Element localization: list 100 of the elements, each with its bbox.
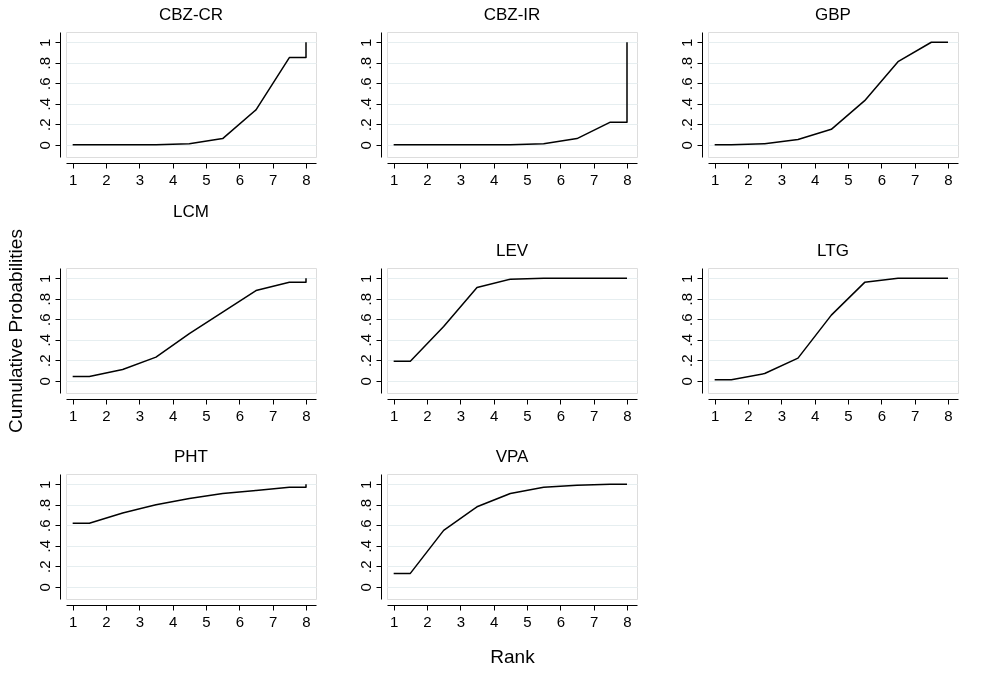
x-tick-label: 2 (744, 406, 753, 424)
y-tick-label: .4 (356, 333, 374, 347)
y-tick-label: .4 (677, 97, 695, 111)
x-tick-label: 3 (135, 406, 145, 424)
y-tick-label: .6 (677, 77, 695, 90)
x-tick-label: 8 (944, 170, 953, 188)
x-tick-label: 4 (489, 612, 499, 630)
x-tick-label: 2 (423, 406, 432, 424)
y-tick-label: .6 (356, 313, 374, 326)
y-tick-label: 1 (677, 274, 695, 283)
y-tick-label: .2 (356, 118, 374, 131)
x-tick-label: 1 (389, 406, 399, 424)
x-tick-label: 4 (810, 406, 820, 424)
y-tick-label: .6 (677, 313, 695, 326)
x-tick-label: 4 (810, 170, 820, 188)
chart-title: LEV (495, 241, 529, 260)
x-tick-label: 4 (168, 406, 178, 424)
y-tick-label: .6 (356, 519, 374, 532)
chart-title: GBP (815, 5, 851, 24)
y-tick-label: .8 (35, 498, 53, 512)
y-tick-label: 1 (356, 274, 374, 283)
x-tick-label: 8 (623, 406, 632, 424)
y-tick-label: 1 (356, 38, 374, 47)
x-tick-label: 6 (877, 170, 887, 188)
x-tick-label: 5 (844, 406, 853, 424)
x-tick-label: 2 (102, 170, 111, 188)
x-tick-label: 6 (556, 612, 566, 630)
x-tick-label: 5 (523, 170, 532, 188)
y-tick-label: 0 (356, 377, 374, 386)
x-axis-title: Rank (490, 645, 536, 667)
x-tick-label: 4 (489, 170, 499, 188)
x-tick-label: 3 (777, 170, 787, 188)
x-tick-label: 6 (556, 170, 566, 188)
y-tick-label: 0 (356, 583, 374, 592)
y-tick-label: .2 (677, 354, 695, 367)
x-tick-label: 7 (268, 406, 278, 424)
x-tick-label: 4 (168, 612, 178, 630)
x-tick-label: 8 (302, 612, 311, 630)
chart-title: PHT (174, 447, 208, 466)
y-tick-label: .8 (677, 56, 695, 70)
x-tick-label: 2 (423, 170, 432, 188)
y-tick-label: .8 (35, 56, 53, 70)
x-tick-label: 7 (910, 406, 920, 424)
x-tick-label: 7 (589, 170, 599, 188)
y-tick-label: .2 (35, 118, 53, 131)
y-tick-label: .4 (35, 539, 53, 553)
chart-title: VPA (495, 447, 530, 466)
y-tick-label: .4 (677, 333, 695, 347)
x-tick-label: 6 (235, 406, 245, 424)
line-series (392, 41, 628, 146)
y-tick-label: .8 (356, 292, 374, 306)
x-tick-label: 4 (489, 406, 499, 424)
x-tick-label: 8 (944, 406, 953, 424)
x-tick-label: 4 (168, 170, 178, 188)
x-tick-label: 2 (102, 406, 111, 424)
x-tick-label: 1 (389, 170, 399, 188)
y-tick-label: .6 (35, 313, 53, 326)
x-tick-label: 6 (235, 170, 245, 188)
y-tick-label: .4 (35, 333, 53, 347)
x-tick-label: 2 (423, 612, 432, 630)
y-tick-label: 1 (356, 480, 374, 489)
x-tick-label: 1 (68, 170, 78, 188)
y-tick-label: .6 (356, 77, 374, 90)
y-tick-label: 0 (35, 141, 53, 150)
y-tick-label: 1 (677, 38, 695, 47)
chart-title: LTG (817, 241, 849, 260)
line-series (392, 483, 628, 575)
y-tick-label: .2 (35, 560, 53, 573)
x-tick-label: 7 (589, 406, 599, 424)
y-tick-label: .2 (356, 354, 374, 367)
x-tick-label: 5 (523, 406, 532, 424)
x-tick-label: 8 (302, 406, 311, 424)
y-tick-label: 1 (35, 274, 53, 283)
y-tick-label: 0 (677, 377, 695, 386)
y-tick-label: .8 (35, 292, 53, 306)
y-tick-label: .4 (356, 539, 374, 553)
chart-title: LCM (173, 201, 209, 221)
x-tick-label: 5 (202, 170, 211, 188)
y-tick-label: .2 (35, 354, 53, 367)
x-tick-label: 7 (268, 170, 278, 188)
line-series (71, 277, 307, 378)
x-tick-label: 5 (523, 612, 532, 630)
y-tick-label: .8 (356, 498, 374, 512)
y-tick-label: .6 (35, 519, 53, 532)
y-tick-label: .2 (677, 118, 695, 131)
x-tick-label: 1 (710, 406, 720, 424)
x-tick-label: 3 (456, 170, 466, 188)
y-tick-label: .8 (356, 56, 374, 70)
x-tick-label: 3 (456, 406, 466, 424)
x-tick-label: 3 (135, 170, 145, 188)
y-tick-label: 0 (356, 141, 374, 150)
line-series (71, 483, 307, 524)
line-series (713, 41, 949, 146)
x-tick-label: 8 (302, 170, 311, 188)
x-tick-label: 2 (102, 612, 111, 630)
y-tick-label: 0 (35, 377, 53, 386)
chart-title: CBZ-CR (158, 5, 224, 24)
line-series (713, 277, 949, 381)
x-tick-label: 5 (202, 406, 211, 424)
x-tick-label: 6 (877, 406, 887, 424)
